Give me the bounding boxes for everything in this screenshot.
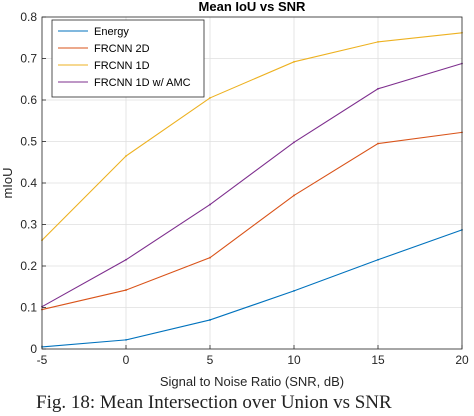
x-tick-label: 20 [455, 353, 469, 367]
x-tick-label: 5 [207, 353, 214, 367]
data-point-frcnn-1d [293, 60, 295, 63]
data-point-frcnn-1d [377, 41, 379, 43]
data-point-energy [209, 319, 211, 321]
data-point-energy [377, 258, 379, 261]
x-tick-label: 10 [287, 353, 301, 367]
series-lines [41, 31, 463, 348]
data-point-frcnn-2d [209, 256, 211, 259]
y-tick-label: 0.4 [20, 176, 37, 190]
data-point-frcnn-1d-w-amc [377, 87, 379, 90]
y-tick-label: 0.1 [20, 301, 37, 315]
data-point-frcnn-2d [377, 142, 379, 145]
data-point-frcnn-1d-w-amc [125, 258, 127, 261]
legend-label-frcnn-2d: FRCNN 2D [94, 43, 150, 55]
legend-label-energy: Energy [94, 26, 129, 38]
data-point-frcnn-1d-w-amc [209, 203, 211, 206]
legend: Energy FRCNN 2D FRCNN 1D FRCNN 1D w/ AMC [51, 19, 205, 98]
x-tick-label: 0 [123, 353, 130, 367]
data-point-frcnn-2d [125, 289, 127, 291]
y-tick-label: 0.7 [20, 52, 37, 66]
y-tick-label: 0 [30, 342, 37, 356]
figure-caption: Fig. 18: Mean Intersection over Union vs… [36, 392, 392, 413]
y-tick-label: 0.2 [20, 259, 37, 273]
legend-label-frcnn-1d-w-amc: FRCNN 1D w/ AMC [94, 77, 191, 89]
data-point-frcnn-1d [125, 155, 127, 157]
data-point-energy [293, 290, 295, 292]
y-tick-label: 0.8 [20, 10, 37, 24]
data-point-frcnn-2d [293, 194, 295, 197]
series-line-frcnn-1d-w-amc [41, 62, 463, 308]
x-tick-label: 15 [371, 353, 385, 367]
y-tick-label: 0.6 [20, 93, 37, 107]
legend-label-frcnn-1d: FRCNN 1D [94, 60, 150, 72]
legend-box [51, 19, 205, 98]
y-tick-label: 0.5 [20, 135, 37, 149]
data-point-frcnn-1d [209, 97, 211, 99]
series-line-frcnn-1d [41, 32, 463, 241]
chart-title: Mean IoU vs SNR [199, 0, 307, 14]
series-line-frcnn-2d [41, 131, 463, 311]
series-line-energy [41, 229, 463, 348]
x-axis-label: Signal to Noise Ratio (SNR, dB) [160, 374, 344, 389]
data-point-frcnn-1d-w-amc [293, 141, 295, 144]
x-tick-label: -5 [37, 353, 48, 367]
data-point-energy [125, 338, 127, 341]
y-tick-label: 0.3 [20, 218, 37, 232]
y-axis-label: mIoU [0, 167, 15, 198]
